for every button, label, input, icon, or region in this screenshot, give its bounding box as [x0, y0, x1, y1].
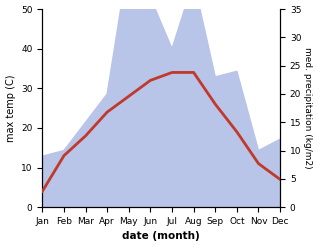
Y-axis label: max temp (C): max temp (C) — [5, 74, 16, 142]
X-axis label: date (month): date (month) — [122, 231, 200, 242]
Y-axis label: med. precipitation (kg/m2): med. precipitation (kg/m2) — [303, 47, 313, 169]
